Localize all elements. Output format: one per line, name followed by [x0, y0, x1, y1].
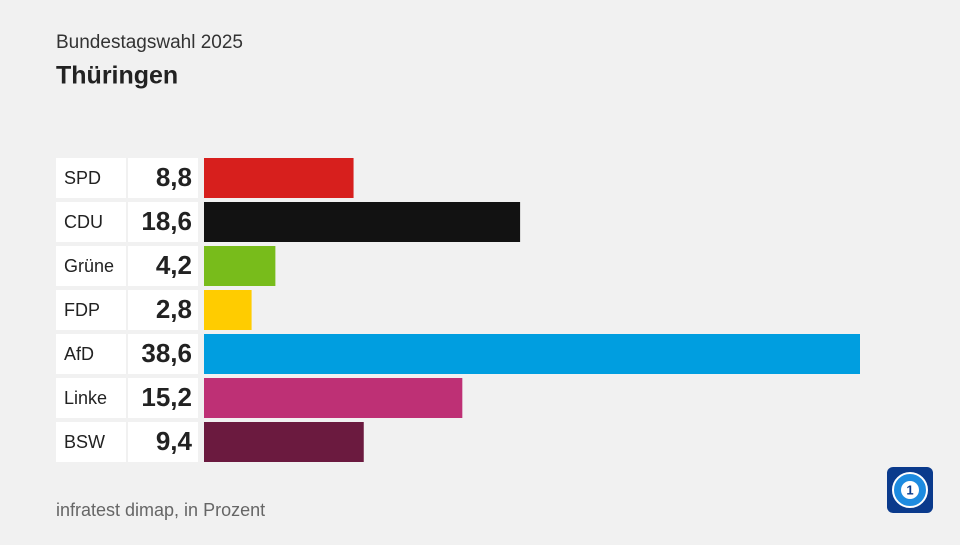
- label-cell: [56, 378, 126, 418]
- bar: [204, 158, 354, 198]
- value-cell: [128, 290, 198, 330]
- bar: [204, 334, 860, 374]
- value-label: 18,6: [141, 206, 192, 236]
- category-label: FDP: [64, 300, 100, 320]
- category-label: AfD: [64, 344, 94, 364]
- value-cell: [128, 334, 198, 374]
- bar: [204, 378, 463, 418]
- chart-title: Thüringen: [56, 62, 178, 90]
- label-cell: [56, 246, 126, 286]
- chart-subtitle: Bundestagswahl 2025: [56, 32, 243, 53]
- category-label: BSW: [64, 432, 105, 452]
- logo: 1: [887, 467, 933, 513]
- source-note: infratest dimap, in Prozent: [56, 500, 265, 520]
- value-label: 4,2: [156, 250, 192, 280]
- value-cell: [128, 158, 198, 198]
- label-cell: [56, 202, 126, 242]
- label-cell: [56, 290, 126, 330]
- category-label: CDU: [64, 212, 103, 232]
- value-label: 9,4: [156, 426, 193, 456]
- label-cell: [56, 422, 126, 462]
- category-label: SPD: [64, 168, 101, 188]
- value-cell: [128, 422, 198, 462]
- value-label: 8,8: [156, 162, 192, 192]
- bar: [204, 290, 252, 330]
- value-label: 2,8: [156, 294, 192, 324]
- value-label: 15,2: [141, 382, 192, 412]
- bar: [204, 246, 276, 286]
- label-cell: [56, 158, 126, 198]
- value-cell: [128, 378, 198, 418]
- value-cell: [128, 202, 198, 242]
- bar: [204, 202, 521, 242]
- category-label: Grüne: [64, 256, 114, 276]
- value-cell: [128, 246, 198, 286]
- svg-text:1: 1: [906, 482, 913, 497]
- value-label: 38,6: [141, 338, 192, 368]
- bar: [204, 422, 364, 462]
- category-label: Linke: [64, 388, 107, 408]
- label-cell: [56, 334, 126, 374]
